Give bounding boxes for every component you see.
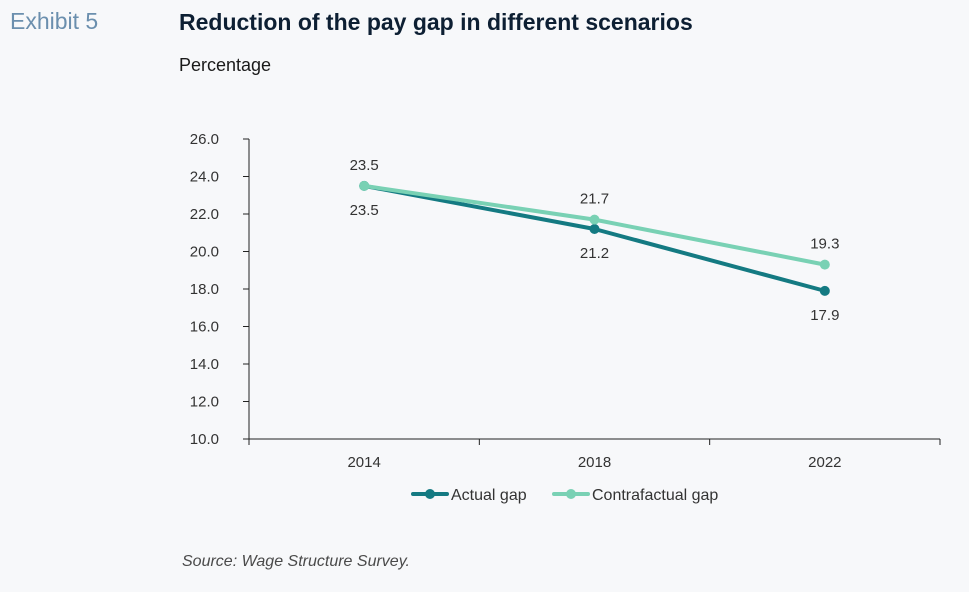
data-point	[589, 224, 600, 234]
y-tick-label: 18.0	[190, 281, 219, 298]
exhibit-label: Exhibit 5	[10, 8, 99, 34]
y-tick-label: 20.0	[190, 244, 219, 261]
data-point	[819, 259, 830, 270]
y-tick-label: 24.0	[190, 169, 219, 186]
x-tick-label: 2022	[808, 454, 841, 471]
legend-swatch-marker	[566, 489, 576, 499]
data-label: 23.5	[350, 202, 379, 219]
legend-label: Contrafactual gap	[592, 487, 718, 504]
data-label: 19.3	[810, 236, 839, 253]
data-label: 21.2	[580, 245, 609, 262]
y-tick-label: 26.0	[190, 131, 219, 148]
y-tick-label: 12.0	[190, 394, 219, 411]
chart-title: Reduction of the pay gap in different sc…	[179, 9, 693, 35]
data-point	[819, 285, 830, 296]
legend-swatch-marker	[425, 489, 435, 499]
data-label: 21.7	[580, 191, 609, 208]
y-tick-label: 22.0	[190, 206, 219, 223]
y-tick-label: 14.0	[190, 356, 219, 373]
data-point	[359, 180, 370, 191]
x-tick-label: 2014	[347, 454, 380, 471]
source-note: Source: Wage Structure Survey.	[182, 553, 410, 570]
y-tick-label: 10.0	[190, 431, 219, 448]
data-label: 17.9	[810, 307, 839, 324]
data-point	[589, 214, 600, 225]
x-tick-label: 2018	[578, 454, 611, 471]
legend-label: Actual gap	[451, 487, 527, 504]
chart-subtitle: Percentage	[179, 55, 272, 75]
data-label: 23.5	[350, 157, 379, 174]
y-tick-label: 16.0	[190, 319, 219, 336]
